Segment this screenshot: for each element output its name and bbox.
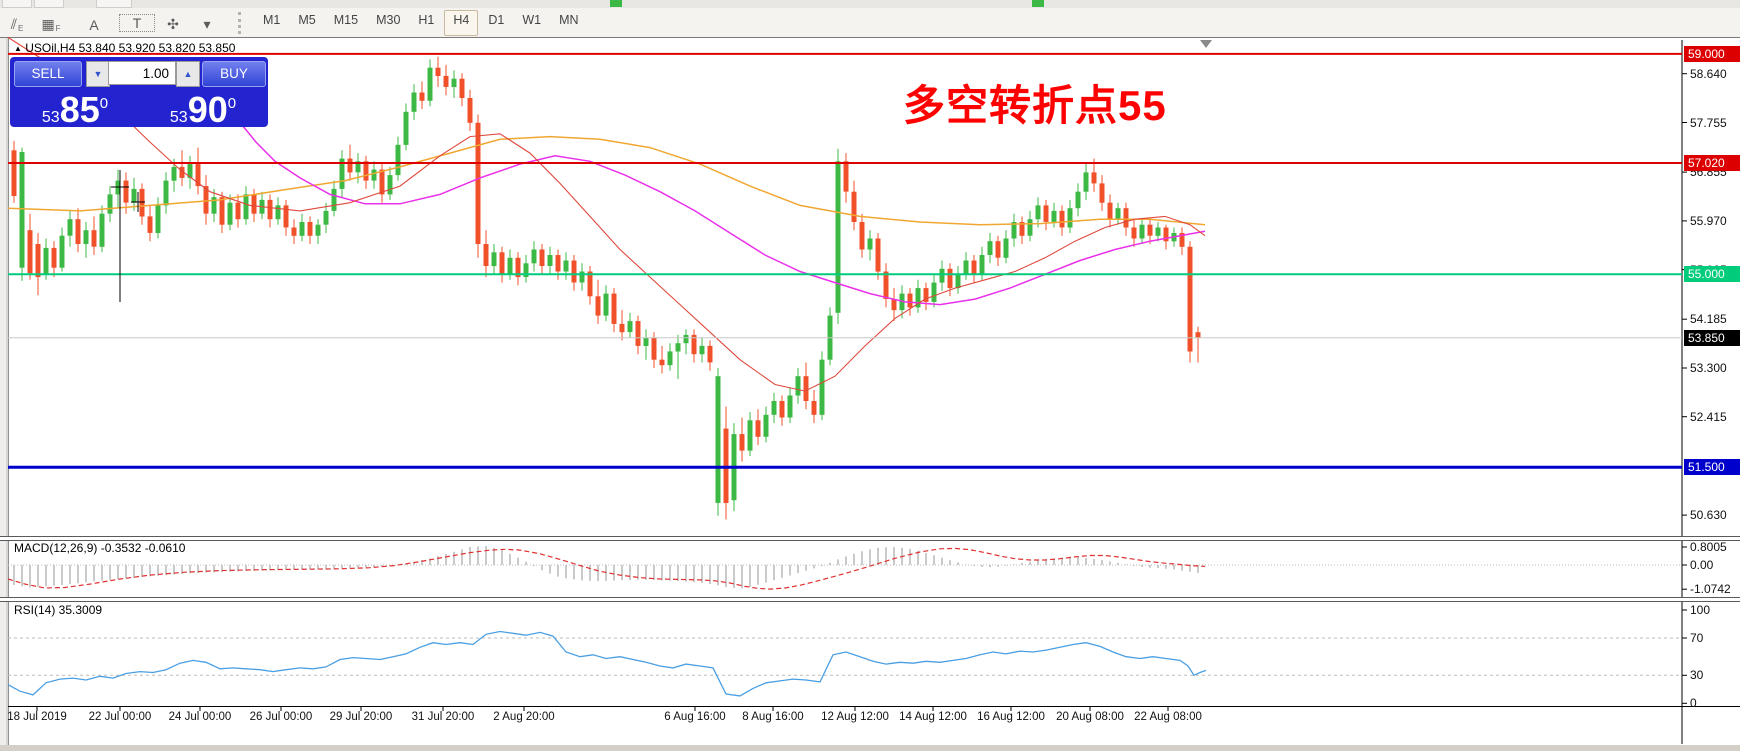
symbol-ohlc-label: ▲ USOil,H4 53.840 53.920 53.820 53.850 — [14, 41, 236, 55]
price-axis-tick: 53.300 — [1690, 360, 1727, 375]
time-axis-label: 24 Jul 00:00 — [168, 711, 232, 723]
chart-text-annotation: 多空转折点55 — [903, 82, 1167, 129]
toolbar-grip[interactable] — [238, 11, 246, 34]
timeframe-button-m5[interactable]: M5 — [298, 13, 316, 27]
buy-button[interactable]: BUY — [202, 61, 266, 87]
time-axis-label: 20 Aug 08:00 — [1056, 711, 1124, 723]
rsi-line — [7, 630, 1207, 697]
macd-axis-tick: 0.00 — [1690, 558, 1714, 572]
panel-divider[interactable] — [0, 597, 1740, 602]
volume-increase-button[interactable]: ▲ — [176, 61, 200, 87]
time-axis-label: 29 Jul 20:00 — [329, 711, 393, 723]
chart-area[interactable] — [0, 37, 1740, 751]
timeframe-button-d1[interactable]: D1 — [488, 13, 505, 27]
one-click-trade-panel: SELL ▼ ▲ BUY 53850 53900 — [10, 57, 268, 130]
price-axis-tick: 52.415 — [1690, 409, 1727, 424]
volume-input[interactable] — [108, 61, 176, 85]
price-badge-59.000: 59.000 — [1684, 45, 1740, 62]
time-axis-label: 31 Jul 20:00 — [411, 711, 475, 723]
timeframe-button-m1[interactable]: M1 — [263, 13, 281, 27]
timeframe-button-w1[interactable]: W1 — [522, 13, 542, 27]
cropped-toolbar-button — [34, 0, 64, 8]
rsi-axis-tick: 100 — [1690, 603, 1711, 617]
rsi-axis-tick: 30 — [1690, 668, 1704, 683]
textbox-icon[interactable]: T — [119, 13, 155, 32]
sell-price-display[interactable]: 53850 — [41, 89, 109, 130]
time-axis-label: 18 Jul 2019 — [7, 711, 67, 723]
timeframe-button-m15[interactable]: M15 — [333, 13, 359, 27]
panel-divider[interactable] — [0, 536, 1740, 541]
timeframe-button-h1[interactable]: H1 — [418, 13, 435, 27]
cropped-toolbar-button — [1032, 0, 1044, 7]
time-axis-label: 26 Jul 00:00 — [249, 711, 313, 723]
time-axis-label: 14 Aug 12:00 — [899, 711, 967, 723]
rsi-axis-tick: 70 — [1690, 631, 1704, 645]
ma-fast-red — [7, 36, 1206, 392]
timeframe-button-h4[interactable]: H4 — [444, 9, 479, 36]
chart-shift-marker-icon[interactable] — [1200, 40, 1212, 48]
symbol-marker-icon: ▲ — [14, 44, 22, 53]
buy-price-display[interactable]: 53900 — [169, 89, 237, 130]
time-axis-label: 22 Aug 08:00 — [1134, 711, 1202, 723]
sell-button[interactable]: SELL — [14, 61, 82, 87]
price-badge-51.500: 51.500 — [1684, 459, 1740, 476]
price-axis-tick: 58.640 — [1690, 66, 1727, 81]
text-label-icon[interactable]: A — [89, 17, 99, 33]
price-axis-tick: 57.755 — [1690, 115, 1727, 130]
objects-icon[interactable]: ✣ — [167, 16, 179, 32]
volume-decrease-button[interactable]: ▼ — [86, 61, 110, 87]
indicators-icon[interactable]: ⫽ E — [10, 16, 24, 33]
price-axis-tick: 55.970 — [1690, 213, 1727, 228]
dropdown-caret-icon[interactable]: ▾ — [203, 16, 211, 32]
macd-axis-tick: 0.8005 — [1690, 539, 1727, 554]
time-axis-label: 2 Aug 20:00 — [493, 711, 555, 723]
ma-slow-orange — [7, 135, 1206, 226]
grid-icon[interactable]: ▦ F — [41, 16, 61, 33]
macd-indicator-label: MACD(12,26,9) -0.3532 -0.0610 — [14, 541, 186, 555]
macd-signal-line — [7, 547, 1206, 590]
price-axis-tick: 50.630 — [1690, 508, 1727, 523]
time-axis-label: 16 Aug 12:00 — [977, 711, 1045, 723]
cropped-toolbar-button — [2, 0, 32, 8]
macd-axis-tick: -1.0742 — [1690, 582, 1731, 597]
cropped-toolbar-button — [610, 0, 622, 7]
timeframe-button-mn[interactable]: MN — [559, 13, 579, 27]
price-badge-55.000: 55.000 — [1684, 266, 1740, 283]
rsi-indicator-label: RSI(14) 35.3009 — [14, 603, 103, 617]
time-axis-label: 12 Aug 12:00 — [821, 711, 889, 723]
rsi-axis-tick: 0 — [1690, 696, 1697, 711]
time-axis-label: 8 Aug 16:00 — [742, 711, 804, 723]
price-badge-53.850: 53.850 — [1684, 329, 1740, 346]
price-axis-tick: 54.185 — [1690, 312, 1727, 327]
left-panel-edge — [0, 37, 9, 751]
macd-histogram — [13, 546, 1199, 589]
time-axis-label: 22 Jul 00:00 — [88, 711, 152, 723]
timeframe-button-m30[interactable]: M30 — [376, 13, 401, 27]
price-badge-57.020: 57.020 — [1684, 155, 1740, 171]
ma-medium-magenta — [237, 119, 1206, 306]
cropped-toolbar-button — [96, 0, 132, 8]
time-axis-label: 6 Aug 16:00 — [664, 711, 726, 723]
window-bottom-edge — [0, 745, 1740, 751]
